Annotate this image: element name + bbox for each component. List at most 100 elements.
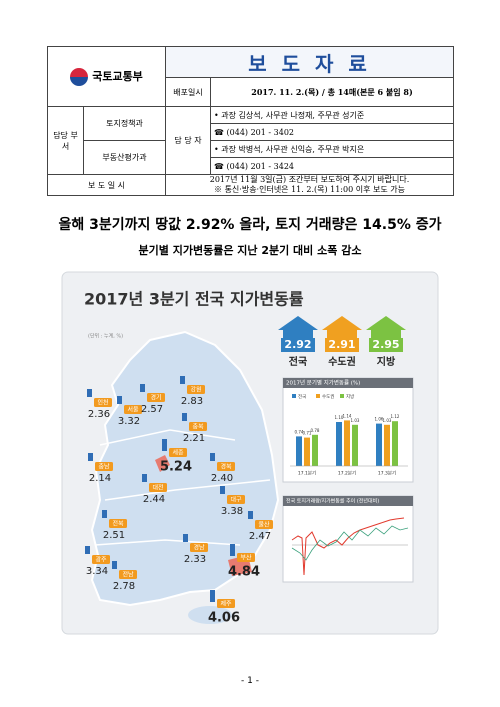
legend-label: 수도권 [322,393,334,400]
trend-chart-header [283,496,413,506]
region-value: 2.21 [183,433,205,444]
quarter-bar [336,422,342,466]
region-name: 강원 [190,386,201,394]
region-name: 경기 [150,394,161,402]
quarter-bar [352,424,358,466]
region-value: 3.38 [221,506,243,517]
quarter-bar [304,437,310,466]
unit: (단위 : 누계, %) [88,333,123,340]
region-name: 경남 [193,544,205,552]
quarter-bar [392,421,398,466]
region-name: 광주 [95,557,107,564]
region-name: 전북 [112,520,124,528]
summary-arrow [278,316,318,340]
region-value: 3.34 [86,566,108,577]
summary-value: 2.92 [284,338,311,351]
trend-line [291,517,405,576]
region-value: 2.83 [181,396,203,407]
region-badge [189,422,207,431]
region-badge [147,393,165,402]
region-badge [109,519,127,528]
region-name: 충남 [98,463,110,471]
quarter-value: 0.78 [311,428,320,433]
quarter-bar [296,436,302,466]
quarter-label: 17.2분기 [338,470,356,477]
region-badge [217,462,235,471]
jeju-island [188,606,232,624]
contact: ☎ (044) 201 - 3424 [210,157,455,175]
headline: 올해 3분기까지 땅값 2.92% 올라, 토지 거래량은 14.5% 증가 [58,217,442,233]
summary-name: 지방 [377,355,396,368]
region-name: 부산 [240,554,252,562]
region-pillar [102,510,107,518]
region-name: 제주 [220,600,232,608]
region-name: 전남 [122,571,134,579]
contact: • 과장 김상석, 사무관 나정재, 주무관 성기준 [210,106,455,124]
region-value: 5.24 [160,460,192,475]
department: 부동산평가과 [82,140,167,175]
region-pillar [248,511,253,519]
quarter-chart-title: 2017년 분기별 지가변동률 (%) [286,379,360,387]
province-borders [94,429,271,546]
ministry-name: 국토교통부 [92,69,143,83]
legend-label: 전국 [298,393,306,400]
region-badge [95,462,113,471]
region-badge [237,553,255,562]
quarter-value: 1.06 [375,417,384,422]
legend-swatch [340,394,344,398]
korea-map [90,330,280,607]
region-value: 2.14 [89,473,111,484]
embargo: 2017년 11월 3일(금) 조간부터 보도하여 주시기 바랍니다. [209,175,410,184]
region-value: 2.40 [211,473,233,484]
region-value: 2.51 [103,530,125,541]
region-value: 2.44 [143,494,165,505]
region-value: 2.78 [113,581,135,592]
quarter-bar [376,423,382,466]
summary-box [369,338,403,352]
legend-swatch [292,394,296,398]
quarter-value: 1.12 [391,414,400,419]
embargo-label: 보 도 일 시 [46,174,167,196]
region-badge [169,448,187,457]
region-pillar [117,396,122,404]
header-table: 국토교통부 보 도 자 료 배포일시 2017. 11. 2.(목) / 총 1… [46,46,455,196]
region-badge [124,405,142,414]
contact: ☎ (044) 201 - 3402 [210,123,455,141]
region-badge [119,570,137,579]
summary-name: 수도권 [328,356,356,368]
region-pillar [87,389,92,397]
legend-label: 지방 [346,393,354,400]
region-value: 2.47 [249,531,271,542]
region-pillar [210,453,215,461]
region-pillar [162,439,167,451]
region-badge [187,385,205,394]
region-name: 서울 [127,406,139,414]
quarter-value: 1.03 [351,418,360,423]
ministry: 국토교통부 [46,46,167,107]
quarter-chart-header [283,378,413,388]
summary-box [325,338,359,352]
dept-label: 담당 부서 [47,106,84,175]
summary-name: 전국 [289,355,307,368]
quarter-value: 0.74 [295,429,304,434]
embargo: ※ 통신·방송·인터넷은 11. 2.(목) 11:00 이후 보도 가능 [214,185,405,194]
quarter-value: 1.14 [343,413,352,418]
region-badge [227,495,245,504]
region-pillar [230,544,235,556]
trend-line-2 [291,525,409,561]
region-value: 4.06 [208,611,240,626]
quarter-value: 0.71 [303,431,312,436]
legend-swatch [316,394,320,398]
region-value: 2.57 [141,404,163,415]
region-badge [92,555,110,564]
contact: • 과장 박병석, 사무관 신익승, 주무관 박지은 [210,140,455,158]
region-value: 2.33 [184,554,206,565]
region-badge [190,543,208,552]
quarter-bar [384,424,390,466]
region-value: 3.32 [118,416,140,427]
summary-value: 2.95 [372,338,399,351]
region-badge [217,599,235,608]
quarter-value: 1.10 [335,415,344,420]
region-pillar [182,413,187,421]
